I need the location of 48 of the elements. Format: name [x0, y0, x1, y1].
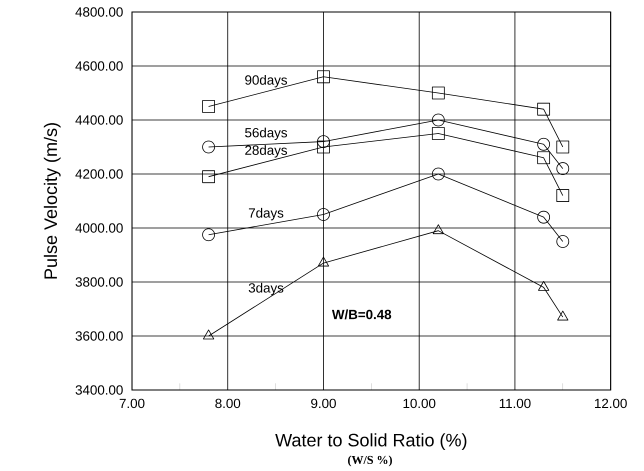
point: [538, 281, 550, 291]
series-label: 7days: [248, 208, 284, 220]
x-tick-label: 11.00: [500, 398, 531, 408]
x-tick-label: 12.00: [594, 398, 627, 408]
point: [432, 127, 445, 140]
point: [432, 86, 445, 100]
series-label: 28days: [245, 145, 288, 158]
y-tick-label: 4000.00: [75, 223, 123, 233]
point: [556, 162, 570, 176]
series-label: 3days: [248, 282, 284, 296]
y-tick-label: 3400.00: [76, 385, 123, 395]
point: [317, 135, 330, 148]
point: [317, 140, 330, 154]
x-tick-label: 7.00: [120, 398, 144, 408]
point: [556, 189, 570, 202]
y-tick-label: 4600.00: [75, 61, 123, 71]
point: [202, 330, 214, 340]
point: [556, 235, 570, 248]
point: [537, 151, 550, 164]
x-axis-title: Water to Solid Ratio (%): [275, 433, 466, 450]
point: [202, 100, 215, 113]
annotation: W/B=0.48: [332, 309, 392, 320]
point: [537, 102, 550, 116]
point: [557, 310, 568, 321]
y-axis-title: Pulse Velocity (m/s): [44, 123, 61, 279]
y-tick-label: 4200.00: [75, 169, 123, 179]
y-tick-label: 4400.00: [75, 115, 123, 125]
y-tick-label: 3600.00: [76, 331, 123, 341]
point: [317, 70, 330, 84]
point: [432, 114, 445, 126]
point: [432, 224, 444, 234]
point: [556, 140, 570, 154]
point: [318, 256, 330, 267]
point: [317, 208, 330, 221]
text: (W/S %): [348, 456, 392, 466]
point: [202, 140, 215, 154]
point: [432, 168, 445, 180]
point: [537, 210, 550, 224]
y-tick-label: 4800.00: [75, 7, 123, 17]
series-label: 56days: [245, 128, 288, 140]
point: [537, 138, 550, 151]
point: [202, 170, 215, 184]
y-tick-label: 3800.00: [76, 277, 123, 287]
series-label: 90days: [245, 75, 288, 88]
x-tick-label: 9.00: [311, 398, 336, 408]
point: [202, 228, 215, 242]
x-tick-label: 8.00: [215, 398, 240, 408]
x-tick-label: 10.00: [404, 398, 436, 408]
